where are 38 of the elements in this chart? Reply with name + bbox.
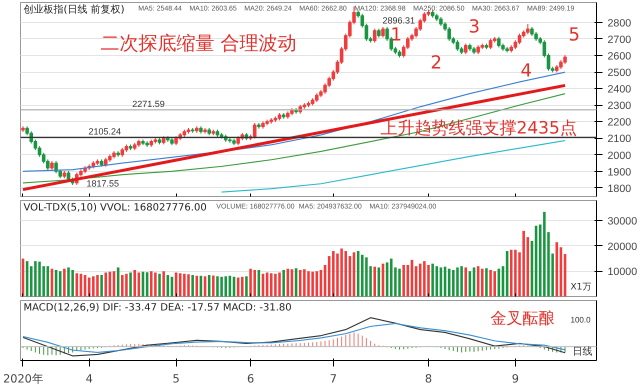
annotation: 1 (390, 24, 402, 46)
y-axis-title: X1万 (570, 282, 592, 292)
text: 100.0 (570, 316, 592, 324)
annotation: 1817.55 (86, 178, 120, 188)
y-tick-label: 2500 (608, 67, 632, 80)
ref-line-label: 2271.59 (132, 98, 165, 109)
ref-line-label: 2105.24 (88, 126, 122, 136)
y-tick-label: 2300 (608, 100, 632, 112)
text: 5 (568, 24, 580, 46)
chart-title: 创业板指(日线 前复权) (24, 4, 125, 16)
y-tick-label: 2400 (608, 84, 632, 96)
x-tick-label: 6 (246, 372, 254, 384)
x-tick-label: 8 (424, 372, 432, 384)
chart-title: VOL-TDX(5,10) VVOL: 168027776.00 (24, 202, 207, 214)
y-tick-label: 2200 (608, 116, 632, 129)
annotation: 金叉酝酿 (490, 308, 554, 328)
x-tick-label: 2020年 (3, 372, 43, 384)
y-tick-label: 2800 (608, 17, 632, 30)
y-tick-label: 2000 (608, 150, 632, 162)
y-tick-label: 2600 (608, 50, 632, 62)
y-tick-label: 20000 (608, 240, 638, 253)
annotation: 2 (430, 52, 442, 74)
annotation: 3 (468, 16, 480, 38)
x-tick-label: 4 (86, 372, 93, 384)
y-tick-label: 2700 (608, 34, 632, 46)
y-tick-label: 30000 (608, 216, 638, 228)
y-tick-label: 1900 (608, 166, 632, 178)
x-tick-label: 7 (330, 372, 337, 384)
text: 日线 (572, 346, 592, 358)
y-tick-label: 1800 (608, 182, 632, 195)
y-tick-label: 10000 (608, 266, 638, 278)
annotation: 二次探底缩量 合理波动 (100, 32, 297, 54)
chart-title: MACD(12,26,9) DIF: -33.47 DEA: -17.57 MACD: -31.80 (24, 302, 292, 314)
y-tick-label: 2100 (608, 133, 632, 146)
x-tick-label: 9 (512, 372, 520, 384)
x-tick-label: 5 (172, 372, 180, 384)
annotation: 4 (520, 60, 532, 82)
annotation: 2896.31 (382, 16, 416, 26)
